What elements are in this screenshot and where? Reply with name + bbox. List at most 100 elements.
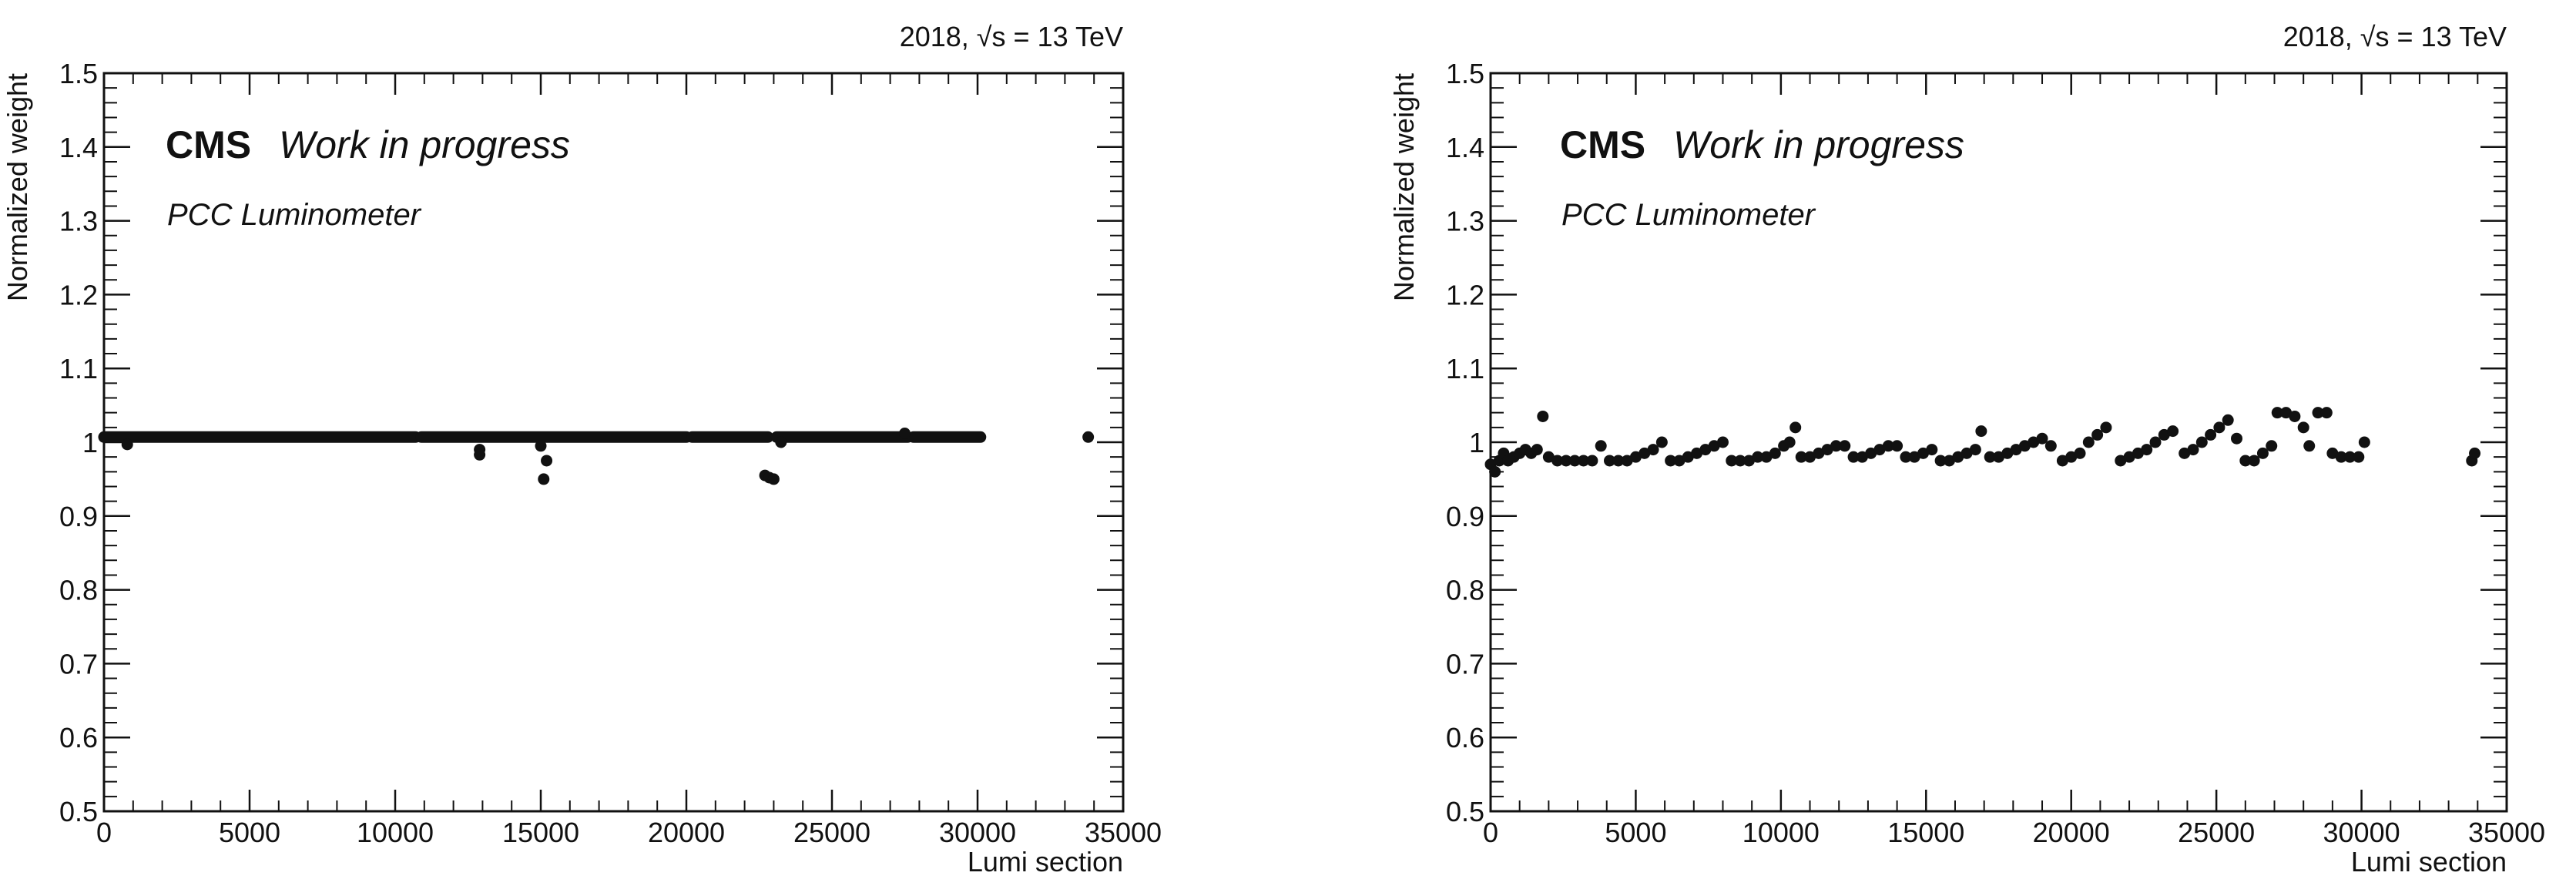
data-point: [1789, 421, 1802, 434]
data-point: [535, 440, 547, 452]
data-point: [1560, 455, 1572, 467]
data-point: [1984, 451, 1996, 463]
data-point: [1699, 444, 1712, 456]
data-point: [2280, 407, 2293, 419]
data-point: [1821, 444, 1833, 456]
data-point: [1760, 451, 1773, 463]
data-point: [1734, 455, 1746, 467]
data-point: [1752, 451, 1764, 463]
detector-label: PCC Luminometer: [1561, 198, 1816, 232]
data-point: [2271, 407, 2283, 419]
data-point: [1586, 455, 1598, 467]
y-tick-label: 1: [1469, 427, 1484, 458]
data-point: [1578, 455, 1590, 467]
data-point: [2312, 407, 2324, 419]
data-point: [541, 455, 553, 467]
data-point: [2213, 421, 2225, 434]
data-point: [2195, 436, 2208, 448]
data-point: [1568, 455, 1581, 467]
x-tick-label: 20000: [648, 817, 725, 848]
data-point: [899, 428, 911, 440]
data-point: [1917, 447, 1930, 459]
data-point: [1742, 455, 1755, 467]
data-point: [1934, 455, 1947, 467]
data-point: [1542, 451, 1555, 463]
data-point: [1639, 447, 1651, 459]
data-point: [2158, 428, 2170, 441]
x-tick-label: 15000: [1887, 817, 1964, 848]
data-point: [2222, 414, 2234, 426]
data-point: [1551, 455, 1564, 467]
data-point: [2167, 425, 2179, 438]
status-label: Work in progress: [279, 123, 570, 166]
data-point: [1604, 455, 1616, 467]
x-tick-label: 10000: [1742, 817, 1820, 848]
data-point: [1682, 451, 1694, 463]
y-tick-label: 1.4: [1446, 132, 1484, 163]
detector-label: PCC Luminometer: [167, 198, 422, 232]
y-tick-label: 1.2: [1446, 279, 1484, 310]
data-point: [1830, 440, 1842, 452]
status-label: Work in progress: [1673, 123, 1964, 166]
data-point: [2335, 451, 2347, 463]
x-tick-label: 25000: [793, 817, 870, 848]
data-point: [2469, 447, 2481, 459]
y-tick-label: 0.9: [59, 501, 98, 532]
data-point: [1847, 451, 1860, 463]
data-point: [2065, 451, 2078, 463]
y-tick-label: 1.5: [1446, 58, 1484, 89]
data-point: [2018, 440, 2031, 452]
y-tick-label: 0.8: [1446, 575, 1484, 606]
data-point: [121, 438, 133, 451]
y-tick-label: 1.4: [59, 132, 98, 163]
x-tick-label: 35000: [2468, 817, 2545, 848]
data-point: [1873, 444, 1886, 456]
data-point: [2132, 447, 2144, 459]
data-point: [2231, 432, 2243, 445]
data-point: [2289, 410, 2301, 422]
chart-left: 2018, √s = 13 TeV CMS Work in progress P…: [2, 21, 1162, 878]
data-point: [1708, 440, 1720, 452]
data-point: [1537, 410, 1549, 422]
data-point: [2303, 440, 2316, 452]
x-tick-label: 10000: [357, 817, 434, 848]
y-tick-label: 0.6: [59, 722, 98, 753]
x-tick-label: 0: [1483, 817, 1498, 848]
data-point: [2343, 451, 2356, 463]
y-tick-label: 0.5: [59, 796, 98, 827]
data-point: [1716, 436, 1729, 448]
data-point: [1665, 455, 1677, 467]
data-point: [2187, 444, 2199, 456]
data-point: [1908, 451, 1920, 463]
x-tick-label: 0: [96, 817, 112, 848]
data-point: [1961, 447, 1973, 459]
data-point: [1865, 447, 1877, 459]
data-point: [1673, 455, 1685, 467]
data-point: [1804, 451, 1816, 463]
data-point: [2239, 455, 2252, 467]
data-point: [2115, 455, 2127, 467]
data-point: [2100, 421, 2112, 434]
data-point: [1882, 440, 1894, 452]
x-tick-label: 30000: [2323, 817, 2400, 848]
data-point: [1975, 425, 1987, 438]
data-point: [767, 473, 780, 485]
data-point: [1813, 447, 1825, 459]
x-axis-title: Lumi section: [2351, 846, 2507, 878]
x-tick-label: 35000: [1085, 817, 1162, 848]
data-point: [2074, 447, 2086, 459]
data-point: [775, 436, 787, 448]
y-tick-label: 0.8: [59, 575, 98, 606]
data-point: [1969, 444, 1981, 456]
data-point: [2149, 436, 2162, 448]
data-point: [2353, 451, 2365, 463]
data-point: [2326, 447, 2339, 459]
data-point: [2358, 436, 2370, 448]
data-point: [2036, 432, 2048, 445]
data-point: [1926, 444, 1938, 456]
data-point: [2010, 444, 2022, 456]
data-point: [1531, 444, 1543, 456]
data-point: [2123, 451, 2135, 463]
y-tick-label: 1.1: [59, 353, 98, 384]
